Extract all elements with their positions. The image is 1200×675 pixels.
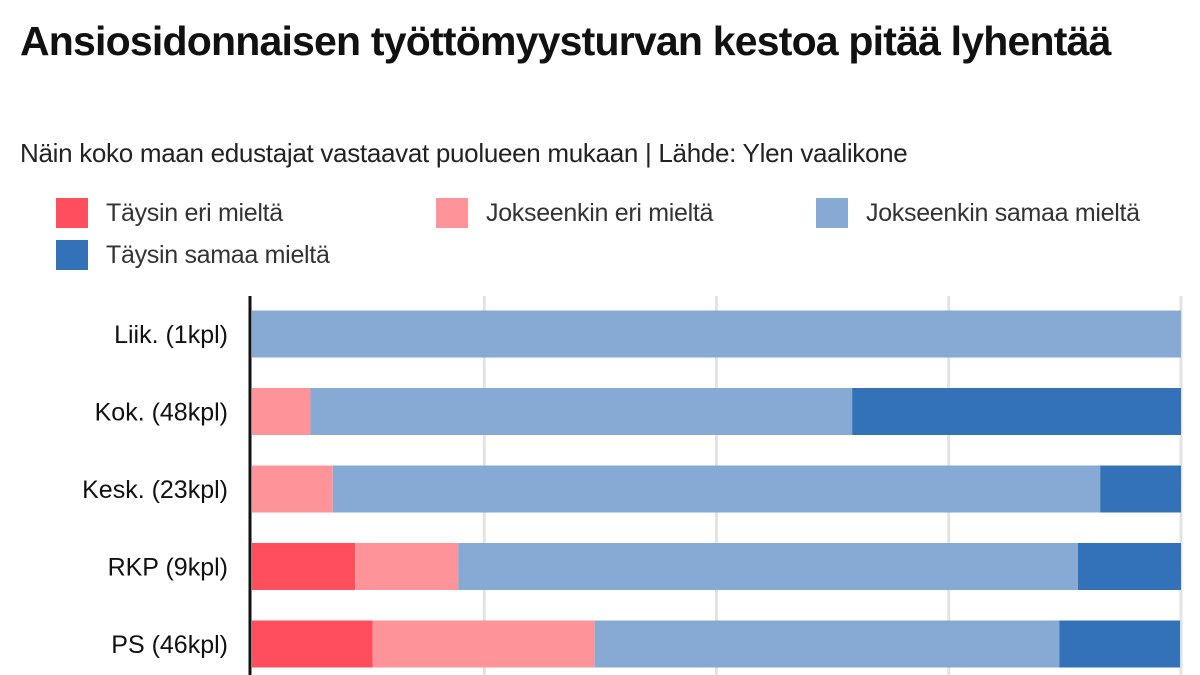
legend-swatch xyxy=(56,240,88,270)
bar-segment xyxy=(252,388,311,435)
chart-title: Ansiosidonnaisen työttömyysturvan kestoa… xyxy=(20,18,1111,64)
bar-segment xyxy=(252,620,373,668)
legend-swatch xyxy=(56,198,88,228)
bar-segment xyxy=(355,543,459,590)
bar-segment xyxy=(458,543,1078,590)
legend-label: Jokseenkin samaa mieltä xyxy=(866,198,1140,227)
category-label: Kok. (48kpl) xyxy=(95,399,228,427)
bar-segment xyxy=(1059,620,1181,668)
legend-swatch xyxy=(816,198,848,228)
chart-legend: Täysin eri mieltä Jokseenkin eri mieltä … xyxy=(56,196,1176,276)
bar-segment xyxy=(594,620,1060,668)
category-label: PS (46kpl) xyxy=(111,631,228,659)
bar-segment xyxy=(252,310,1181,358)
bar-segment xyxy=(372,620,595,668)
legend-label: Täysin samaa mieltä xyxy=(106,240,330,269)
bar-segment xyxy=(1100,465,1181,513)
legend-item-taysin-eri: Täysin eri mieltä xyxy=(56,196,283,230)
chart-subtitle: Näin koko maan edustajat vastaavat puolu… xyxy=(20,138,908,168)
bar-segment xyxy=(1077,543,1181,590)
category-label: RKP (9kpl) xyxy=(108,554,228,582)
legend-item-jokseenkin-eri: Jokseenkin eri mieltä xyxy=(436,196,713,230)
legend-label: Täysin eri mieltä xyxy=(106,198,283,227)
legend-item-jokseenkin-samaa: Jokseenkin samaa mieltä xyxy=(816,196,1140,230)
bar-segment xyxy=(310,388,853,435)
bar-segment xyxy=(332,465,1101,513)
legend-item-taysin-samaa: Täysin samaa mieltä xyxy=(56,238,330,272)
bar-segment xyxy=(252,465,333,513)
bar-segment xyxy=(252,543,356,590)
category-label: Liik. (1kpl) xyxy=(114,321,228,349)
legend-swatch xyxy=(436,198,468,228)
stacked-bar-chart: Liik. (1kpl) Kok. (48kpl) Kesk. (23kpl) RKP… xyxy=(82,296,1183,675)
legend-label: Jokseenkin eri mieltä xyxy=(486,198,714,227)
bar-segment xyxy=(852,388,1181,435)
category-label: Kesk. (23kpl) xyxy=(82,476,228,504)
